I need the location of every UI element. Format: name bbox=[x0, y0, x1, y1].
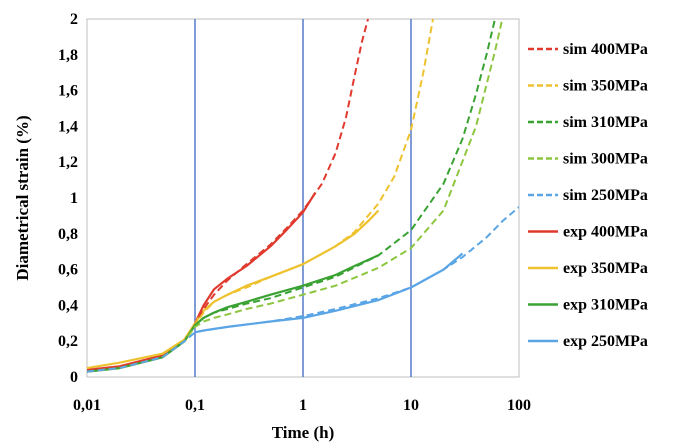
series-group bbox=[87, 19, 519, 373]
legend-label: sim 250MPa bbox=[563, 187, 648, 204]
y-tick-label: 1,8 bbox=[58, 47, 78, 64]
legend-label: sim 300MPa bbox=[563, 151, 648, 168]
y-axis-label: Diametrical strain (%) bbox=[13, 115, 32, 280]
legend-label: exp 350MPa bbox=[563, 260, 648, 277]
y-tick-label: 1,4 bbox=[58, 118, 78, 135]
legend-label: exp 250MPa bbox=[563, 333, 648, 350]
x-tick-label: 1 bbox=[299, 397, 307, 414]
legend-label: sim 350MPa bbox=[563, 78, 648, 95]
x-axis-label: Time (h) bbox=[272, 423, 335, 442]
series-line-sim-250mpa bbox=[87, 206, 519, 373]
legend-label: sim 310MPa bbox=[563, 114, 648, 131]
y-tick-label: 0,6 bbox=[58, 262, 78, 279]
x-tick-label: 100 bbox=[507, 397, 531, 414]
x-axis-ticks: 0,01 0,1 1 10 100 bbox=[73, 397, 531, 414]
x-tick-label: 0,01 bbox=[73, 397, 101, 414]
legend-label: exp 310MPa bbox=[563, 297, 648, 314]
y-tick-label: 0,8 bbox=[58, 226, 78, 243]
y-tick-label: 1,2 bbox=[58, 154, 78, 171]
y-tick-label: 1 bbox=[70, 190, 78, 207]
y-tick-label: 2 bbox=[70, 11, 78, 28]
series-line-exp-400mpa bbox=[87, 192, 317, 371]
y-tick-label: 1,6 bbox=[58, 83, 78, 100]
y-tick-label: 0 bbox=[70, 369, 78, 386]
legend: sim 400MPa sim 350MPa sim 310MPa sim 300MPa… bbox=[528, 41, 648, 350]
y-axis-ticks: 0 0,2 0,4 0,6 0,8 1 1,2 1,4 1,6 1,8 2 bbox=[58, 11, 78, 386]
legend-label: sim 400MPa bbox=[563, 41, 648, 58]
x-tick-label: 0,1 bbox=[185, 397, 205, 414]
y-tick-label: 0,4 bbox=[58, 297, 78, 314]
y-tick-label: 0,2 bbox=[58, 333, 78, 350]
legend-label: exp 400MPa bbox=[563, 224, 648, 241]
x-tick-label: 10 bbox=[403, 397, 419, 414]
